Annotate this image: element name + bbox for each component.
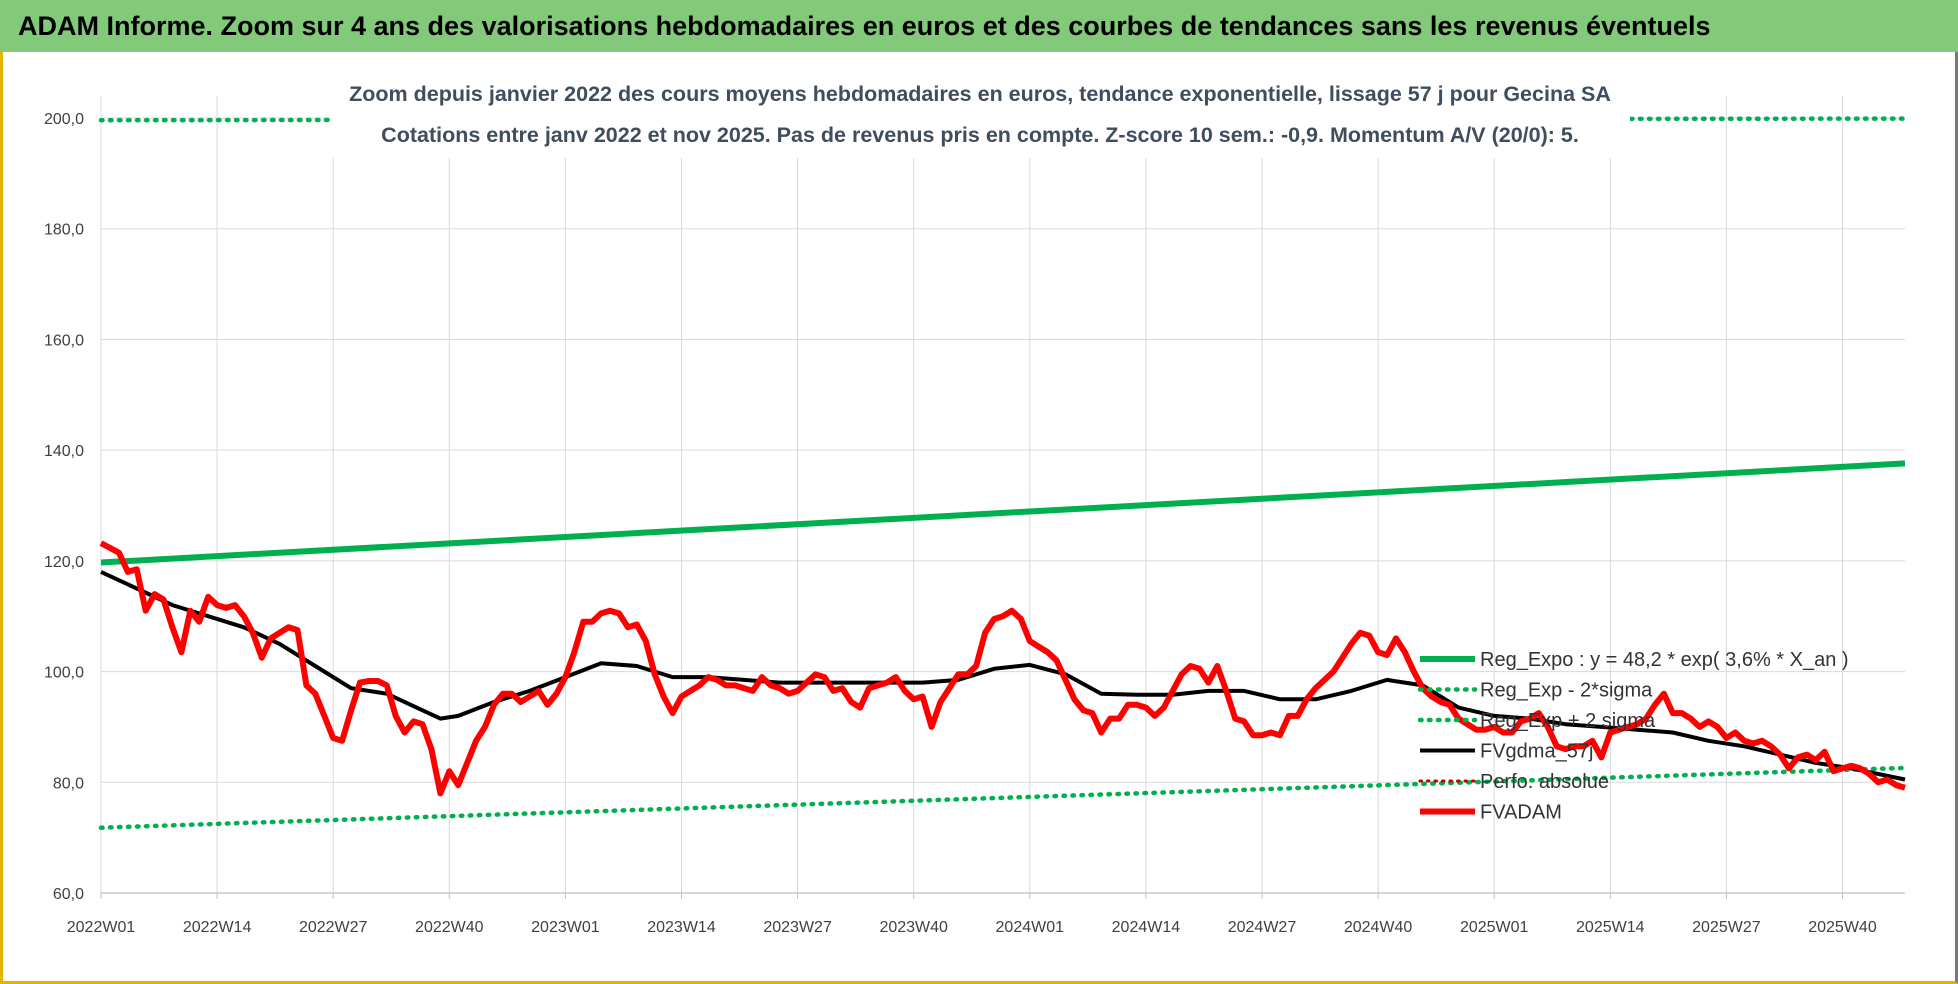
y-tick-label: 140,0 [44, 443, 84, 460]
x-tick-label: 2024W01 [996, 919, 1065, 936]
x-tick-label: 2023W14 [647, 919, 716, 936]
x-tick-label: 2025W14 [1576, 919, 1645, 936]
y-tick-label: 60,0 [53, 886, 84, 903]
x-tick-label: 2024W40 [1344, 919, 1413, 936]
grid-layer [100, 96, 1905, 899]
header-title: ADAM Informe. Zoom sur 4 ans des valoris… [18, 10, 1711, 41]
x-tick-label: 2025W01 [1460, 919, 1529, 936]
x-tick-label: 2022W40 [415, 919, 484, 936]
header-bar: ADAM Informe. Zoom sur 4 ans des valoris… [0, 0, 1958, 52]
y-tick-label: 200,0 [44, 111, 84, 128]
legend-label: Reg_Expo : y = 48,2 * exp( 3,6% * X_an ) [1480, 649, 1849, 671]
x-tick-label: 2022W27 [299, 919, 368, 936]
chart-frame [0, 52, 1958, 984]
y-tick-label: 160,0 [44, 332, 84, 349]
y-tick-label: 120,0 [44, 554, 84, 571]
x-tick-label: 2024W14 [1112, 919, 1181, 936]
chart-title-line-2: Cotations entre janv 2022 et nov 2025. P… [381, 123, 1579, 147]
x-tick-label: 2023W01 [531, 919, 600, 936]
axis-labels: 60,0 80,0 100,0 120,0 140,0 160,0 180,0 200,0 20… [44, 111, 1877, 936]
chart-title-backdrop [330, 78, 1630, 158]
chart-title-line-1: Zoom depuis janvier 2022 des cours moyen… [349, 82, 1611, 106]
y-tick-label: 180,0 [44, 222, 84, 239]
x-tick-label: 2025W27 [1692, 919, 1761, 936]
x-tick-label: 2025W40 [1808, 919, 1877, 936]
series-reg-exp-minus-2sigma [98, 765, 1908, 830]
y-tick-label: 80,0 [53, 775, 84, 792]
y-tick-label: 100,0 [44, 665, 84, 682]
series-fvadam [99, 540, 1906, 797]
series-reg-expo [100, 460, 1906, 566]
x-tick-label: 2022W01 [67, 919, 136, 936]
legend-label: Perfo. absolue [1480, 771, 1609, 793]
x-tick-label: 2023W40 [879, 919, 948, 936]
x-tick-label: 2023W27 [763, 919, 832, 936]
legend-label: FVgdma_57j [1480, 741, 1593, 763]
legend-label: FVADAM [1480, 802, 1562, 824]
x-tick-label: 2022W14 [183, 919, 252, 936]
legend-label: Reg_Exp - 2*sigma [1480, 680, 1653, 702]
x-tick-label: 2024W27 [1228, 919, 1297, 936]
legend: Reg_Expo : y = 48,2 * exp( 3,6% * X_an )… [1417, 649, 1849, 824]
series-fvgdma-57j [100, 570, 1906, 782]
legend-label: Reg_Exp + 2 sigma [1480, 710, 1656, 732]
